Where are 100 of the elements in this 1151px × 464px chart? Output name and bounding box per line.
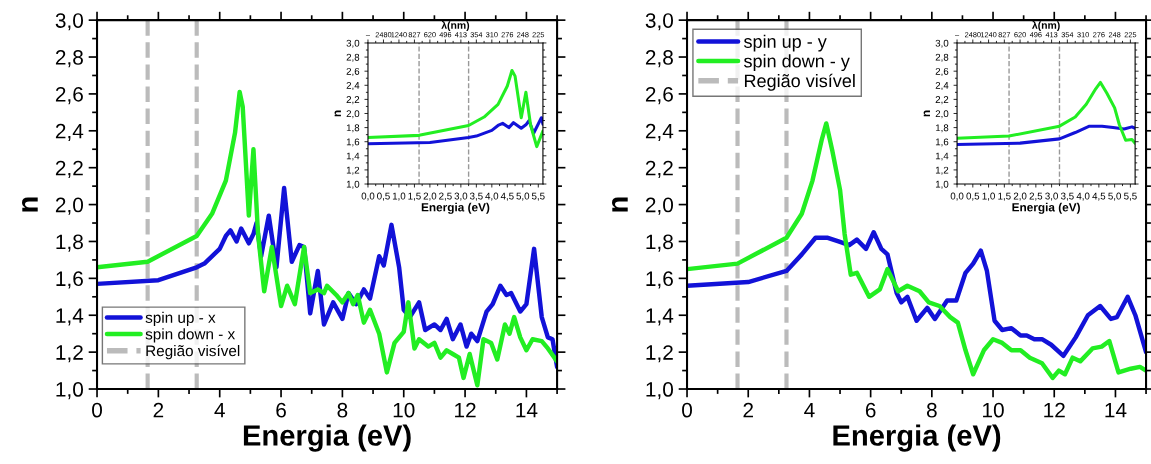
x-tick-label: 6	[865, 402, 876, 418]
x-axis-title: Energia (eV)	[421, 202, 490, 214]
line-series	[957, 124, 1136, 147]
line-series	[957, 80, 1136, 145]
x-tick-label: 0,0	[361, 192, 375, 201]
y-tick-label: 1,0	[646, 382, 674, 400]
x-tick-label: 5,0	[1108, 192, 1122, 201]
x-tick-label: 4,0	[485, 192, 499, 201]
y-tick-label: 1,2	[346, 166, 360, 175]
y-tick-label: 2,2	[645, 160, 673, 178]
y-tick-label: 1,4	[935, 152, 949, 161]
line-series	[367, 68, 543, 149]
y-tick-label: 2,6	[346, 67, 360, 76]
x-tick-label: 0	[92, 402, 103, 418]
y-tick-label: 1,0	[346, 180, 360, 189]
y-tick-label: 1,0	[56, 382, 84, 400]
x-tick-label: 0	[682, 402, 693, 418]
x-tick-label: 5,5	[1124, 192, 1137, 201]
annotation: λ(nm)	[1031, 21, 1060, 31]
y-tick-label: 2,2	[55, 160, 83, 178]
y-tick-label: 3,0	[55, 13, 84, 31]
x-tick-label: 6	[276, 402, 286, 418]
y-tick-label: 2,8	[935, 53, 949, 62]
x-tick-label: 10	[983, 402, 1004, 418]
y-tick-label: 2,0	[346, 110, 360, 119]
y-tick-label: 2,4	[55, 123, 84, 142]
y-tick-label: 1,4	[646, 308, 674, 326]
x-axis-title: Energia (eV)	[243, 424, 411, 452]
y-tick-label: 2,8	[346, 53, 360, 62]
y-tick-label: 3,0	[645, 13, 674, 31]
y-tick-label: 2,2	[935, 96, 949, 105]
x-tick-label: 4	[804, 402, 815, 418]
x-tick-label: 4,0	[1076, 192, 1090, 201]
x-axis-title: Energia (eV)	[833, 424, 1001, 452]
x-tick-label: 1,0	[392, 192, 406, 201]
x-tick-label: 3,0	[1045, 192, 1058, 201]
ref-line-label: Região visível	[744, 73, 855, 91]
x-tick-label: 4,5	[1092, 192, 1106, 201]
x-tick-label: 14	[516, 402, 538, 418]
x-tick-label: 5,0	[516, 192, 530, 201]
x-tick-label: 3,5	[469, 192, 483, 201]
x-tick-label: 3,0	[454, 192, 468, 201]
y-tick-label: 1,6	[935, 138, 949, 147]
y-tick-label: 2,4	[346, 82, 360, 91]
y-tick-label: 2,4	[935, 82, 949, 91]
ref-line-label: Região visível	[146, 344, 240, 360]
y-tick-label: 1,2	[646, 345, 673, 363]
legend-label: spin down - x	[145, 328, 236, 343]
y-tick-label: 1,8	[935, 124, 949, 133]
x-tick-label: 10	[393, 402, 415, 418]
legend-label: spin up - x	[145, 311, 216, 326]
y-tick-label: 3,0	[935, 39, 949, 48]
y-tick-label: 2,8	[645, 50, 673, 68]
x-tick-label: 2,0	[1013, 192, 1027, 201]
y-axis-title: n	[923, 110, 930, 117]
y-tick-label: 2,0	[935, 110, 949, 119]
y-tick-label: 1,0	[935, 180, 949, 189]
y-tick-label: 3,0	[346, 39, 360, 48]
y-tick-label: 1,6	[646, 271, 673, 289]
x-tick-label: 1,5	[998, 192, 1011, 201]
y-tick-label: 2,2	[346, 96, 360, 105]
annotation: λ(nm)	[441, 21, 470, 31]
x-tick-label: 2,5	[1029, 192, 1043, 201]
x-tick-label: 0,5	[966, 192, 980, 201]
line-series	[687, 230, 1147, 359]
x-tick-label: 1,5	[408, 192, 421, 201]
x-tick-label: 5,5	[531, 192, 545, 201]
x-tick-label: 0,5	[377, 192, 390, 201]
x-tick-label: 4	[214, 402, 225, 418]
x-tick-label: 14	[1105, 402, 1127, 418]
x-tick-label: 8	[926, 402, 937, 418]
x-axis-title: Energia (eV)	[1012, 202, 1080, 214]
x-tick-label: 3,5	[1060, 192, 1074, 201]
y-axis-title: n	[22, 197, 38, 212]
y-tick-label: 2,6	[55, 86, 83, 105]
x-tick-label: 12	[455, 402, 476, 418]
y-axis-title: n	[612, 197, 628, 212]
y-tick-label: 1,4	[346, 152, 360, 161]
line-series	[367, 116, 543, 146]
x-tick-label: 2	[743, 402, 753, 418]
y-tick-label: 2,6	[645, 86, 673, 105]
x-tick-label: 2,5	[439, 192, 452, 201]
y-tick-label: 2,6	[935, 67, 949, 76]
y-axis-title: n	[334, 110, 341, 117]
y-tick-label: 1,8	[56, 234, 83, 252]
y-tick-label: 1,6	[56, 271, 83, 289]
line-series	[687, 121, 1147, 381]
y-tick-label: 1,2	[935, 166, 949, 175]
y-tick-label: 1,4	[56, 308, 84, 326]
y-tick-label: 1,8	[346, 124, 360, 133]
x-tick-label: 12	[1044, 402, 1065, 418]
x-tick-label: 2	[153, 402, 164, 418]
y-tick-label: 2,8	[55, 50, 83, 68]
y-tick-label: 1,6	[346, 138, 360, 147]
y-tick-label: 2,4	[645, 123, 674, 142]
y-tick-label: 1,8	[646, 234, 673, 252]
y-tick-label: 1,2	[56, 345, 83, 363]
legend-label: spin down - y	[744, 54, 850, 72]
x-tick-label: 8	[337, 402, 348, 418]
legend-label: spin up - y	[744, 34, 827, 52]
